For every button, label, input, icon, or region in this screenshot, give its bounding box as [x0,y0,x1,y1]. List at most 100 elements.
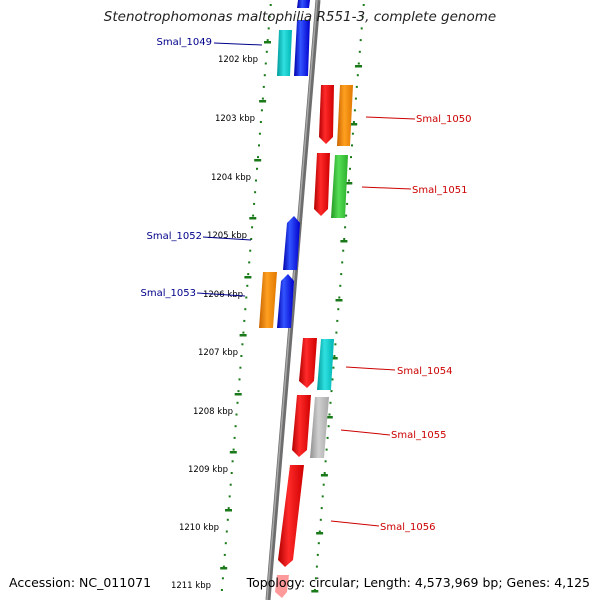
gene-arrow[interactable] [319,85,334,144]
scale-dot [318,530,321,533]
gene-label-smal-1054[interactable]: Smal_1054 [397,366,452,377]
gene-arrow[interactable] [283,216,300,270]
scale-tick [325,416,333,419]
scale-dot [340,273,343,276]
scale-guides [220,4,365,593]
scale-tick [330,357,338,360]
scale-dot [330,390,333,393]
gene-label-smal-1056[interactable]: Smal_1056 [380,522,435,533]
scale-dot [335,331,338,334]
scale-dot [255,179,257,182]
scale-dot [266,39,269,42]
gene-arrow[interactable] [277,274,294,328]
gene-label-smal-1050[interactable]: Smal_1050 [416,114,471,125]
scale-tick [249,217,257,220]
scale-dot [352,121,355,123]
scale-dot [230,472,233,474]
scale-tick [244,276,252,279]
scale-dot [229,483,232,486]
scale-dot [317,542,320,545]
gene-label-smal-1051[interactable]: Smal_1051 [412,185,467,196]
label-leaders [196,42,416,527]
scale-dot [319,518,322,521]
scale-dot [326,436,329,439]
scale-dot [360,27,363,30]
scale-dot [268,15,271,18]
scale-dot [256,167,258,170]
scale-dot [239,366,242,369]
scale-dot [222,565,225,568]
scale-dot [234,425,237,428]
scale-tick [259,100,267,103]
topology-label: Topology: circular; Length: 4,573,969 bp… [246,575,590,590]
gene-label-smal-1055[interactable]: Smal_1055 [391,430,446,441]
scale-dot [258,132,261,135]
scale-label: 1202 kbp [218,55,258,65]
scale-dot [356,74,359,77]
scale-dot [353,109,356,112]
scale-dot [258,144,260,147]
scale-dot [267,27,270,30]
scale-dot [269,4,272,6]
gene-arrow[interactable] [310,397,329,458]
scale-tick [220,567,228,570]
gene-arrow[interactable] [259,272,277,328]
gene-arrow[interactable] [297,0,310,8]
scale-dot [344,226,347,229]
gene-arrow[interactable] [299,338,317,388]
scale-dot [336,319,339,322]
scale-dot [236,401,239,404]
scale-dot [260,109,263,112]
gene-label-smal-1052[interactable]: Smal_1052 [147,231,202,242]
gene-labels: Smal_1049 Smal_1050 Smal_1051 Smal_1052 … [141,37,472,533]
gene-label-smal-1049[interactable]: Smal_1049 [157,37,212,48]
scale-dot [347,191,350,194]
scale-dot [329,401,332,404]
scale-dot [359,39,362,42]
gene-label-smal-1053[interactable]: Smal_1053 [141,288,196,299]
scale-dot [332,366,335,369]
scale-dot [355,85,358,88]
scale-tick [264,41,271,44]
scale-tick [254,159,262,162]
scale-dot [320,507,323,510]
gene-arrow[interactable] [294,20,310,76]
scale-tick [225,509,232,512]
scale-dot [220,589,223,591]
scale-labels: 1202 kbp 1203 kbp 1204 kbp 1205 kbp 1206… [171,55,258,591]
scale-dot [250,238,253,240]
gene-arrow[interactable] [277,30,292,76]
scale-tick [335,299,343,302]
scale-dot [263,74,266,77]
scale-label: 1204 kbp [211,173,251,183]
scale-dot [262,85,265,88]
accession-label: Accession: NC_011071 [9,575,152,590]
scale-dot [264,62,267,65]
gene-arrow[interactable] [292,395,311,457]
scale-dot [243,319,246,322]
gene-arrow[interactable] [337,85,353,146]
gene-arrow[interactable] [275,575,289,598]
scale-dot [237,390,240,393]
gene-arrow[interactable] [314,153,330,216]
scale-dot [341,261,344,264]
scale-dot [338,296,341,299]
scale-dot [348,179,350,182]
scale-dot [235,413,238,416]
scale-dot [223,553,226,556]
scale-dot [265,50,268,53]
scale-dot [351,132,354,135]
scale-dot [249,249,252,252]
scale-tick [340,240,348,243]
gene-arrow[interactable] [331,155,348,218]
scale-dot [321,495,324,498]
scale-dot [226,518,229,521]
scale-dot [334,343,337,346]
scale-dot [259,121,262,123]
gene-arrow[interactable] [317,339,334,390]
scale-dot [315,565,318,568]
scale-dot [328,413,331,416]
scale-dot [314,577,317,580]
gene-arrow[interactable] [278,465,304,567]
